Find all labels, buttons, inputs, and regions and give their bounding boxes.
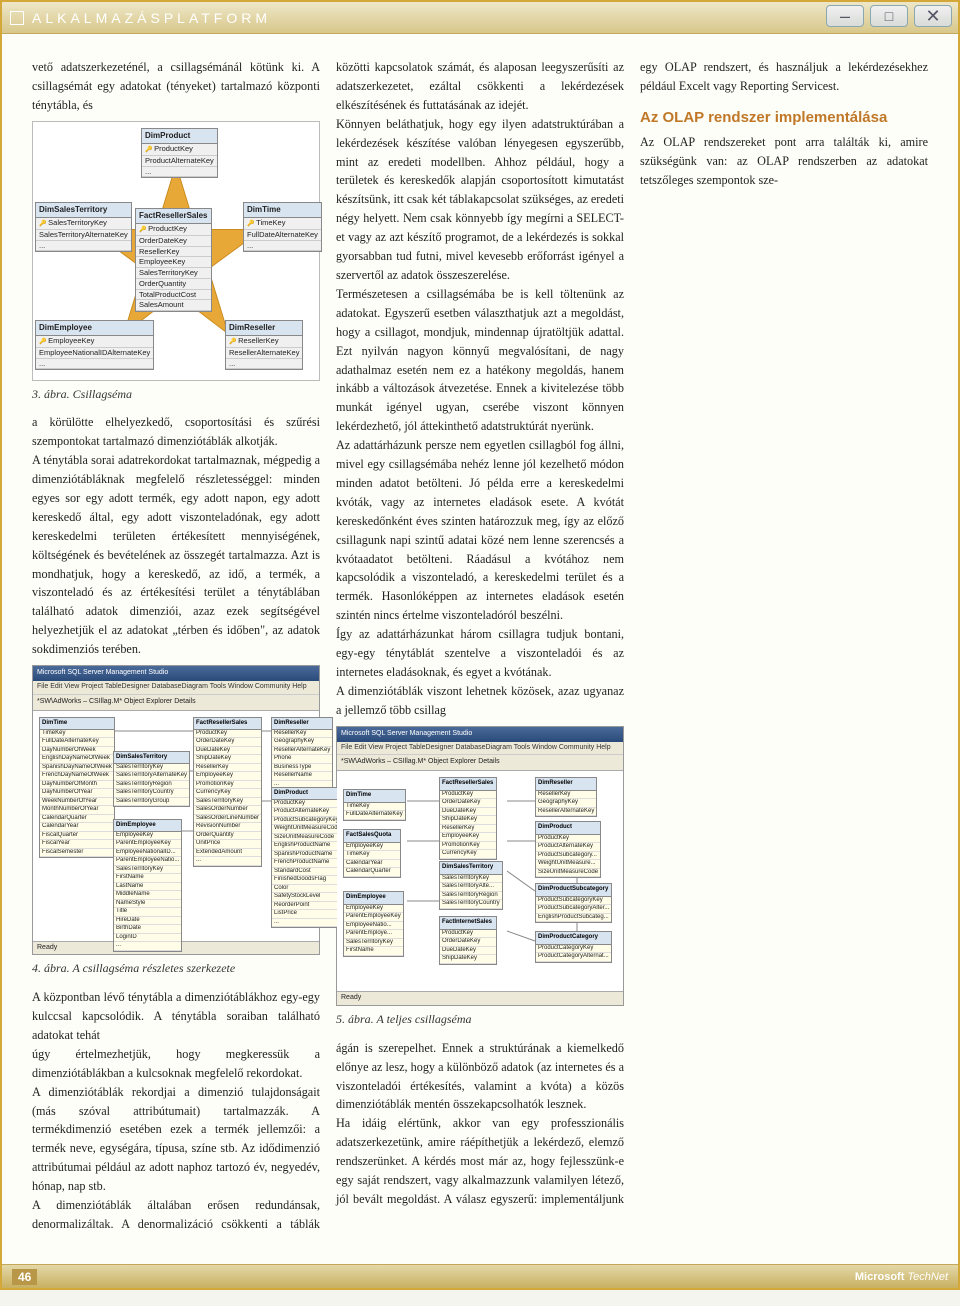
fig5-caption: 5. ábra. A teljes csillagséma [336,1010,624,1029]
footer-brand: Microsoft TechNet [855,1271,948,1283]
ssms-toolbar-5: *SW\AdWorks – CSIllag.M* Object Explorer… [337,755,623,771]
body-p13: ágán is szerepelhet. Ennek a struktúrána… [336,1039,624,1115]
body-p4: A központban lévő ténytábla a dimenziótá… [32,988,320,1045]
diagram-table: DimProductCategoryProductCategoryKeyProd… [535,931,612,962]
fig3-table-reseller: DimResellerResellerKeyResellerAlternateK… [225,320,303,371]
diagram-table: DimProductProductKeyProductAlternateKeyP… [271,787,344,929]
body-p8: Könnyen beláthatjuk, hogy egy ilyen adat… [336,115,624,285]
page-frame: ALKALMAZÁSPLATFORM vető adatszerkezeténé… [0,0,960,1290]
diagram-table: DimSalesTerritorySalesTerritoryKeySalesT… [439,861,503,909]
fig5-ssms: Microsoft SQL Server Management Studio F… [336,726,624,1006]
diagram-table: DimEmployeeEmployeeKeyParentEmployeeKeyE… [113,819,182,952]
diagram-table: FactResellerSalesProductKeyOrderDateKeyD… [193,717,262,867]
diagram-table: DimProductSubcategoryProductSubcategoryK… [535,883,612,923]
fig3-table-territory: DimSalesTerritorySalesTerritoryKeySalesT… [35,202,132,253]
section-heading-olap: Az OLAP rendszer implementálása [640,106,928,129]
diagram-table: FactInternetSalesProductKeyOrderDateKeyD… [439,916,497,964]
window-controls [826,5,952,27]
fig3-table-fact: FactResellerSalesProductKeyOrderDateKeyR… [135,208,212,312]
diagram-table: DimProductProductKeyProductAlternateKeyP… [535,821,601,878]
fig3-table-employee: DimEmployeeEmployeeKeyEmployeeNationalID… [35,320,154,371]
maximize-button[interactable] [870,5,908,27]
figure-4: Microsoft SQL Server Management Studio F… [32,665,320,978]
diagram-table: FactResellerSalesProductKeyOrderDateKeyD… [439,777,497,859]
fig4-ssms: Microsoft SQL Server Management Studio F… [32,665,320,955]
ssms-titlebar-5: Microsoft SQL Server Management Studio [337,727,623,742]
article-body: vető adatszerkezeténél, a csillagsémánál… [2,34,958,1264]
minimize-button[interactable] [826,5,864,27]
body-p15: Az OLAP rendszereket pont arra találták … [640,133,928,190]
app-icon [10,11,24,25]
window-titlebar: ALKALMAZÁSPLATFORM [2,2,958,34]
ssms-titlebar: Microsoft SQL Server Management Studio [33,666,319,681]
ssms-status-5: Ready [337,991,623,1005]
body-p6: A dimenziótáblák rekordjai a dimenzió tu… [32,1083,320,1196]
fig3-caption: 3. ábra. Csillagséma [32,385,320,404]
body-p11: Így az adattárházunkat három csillagra t… [336,625,624,682]
ssms-menubar-5: File Edit View Project TableDesigner Dat… [337,742,623,756]
figure-5: Microsoft SQL Server Management Studio F… [336,726,624,1029]
body-p1: vető adatszerkezeténél, a csillagsémánál… [32,58,320,115]
figure-3: DimProductProductKeyProductAlternateKey.… [32,121,320,404]
diagram-table: DimTimeTimeKeyFullDateAlternateKeyDayNum… [39,717,115,859]
fig4-canvas: DimTimeTimeKeyFullDateAlternateKeyDayNum… [33,711,319,941]
diagram-table: DimEmployeeEmployeeKeyParentEmployeeKeyE… [343,891,404,956]
fig3-canvas: DimProductProductKeyProductAlternateKey.… [32,121,320,381]
fig3-table-product: DimProductProductKeyProductAlternateKey.… [141,128,218,179]
titlebar-label: ALKALMAZÁSPLATFORM [32,10,271,26]
body-p10: Az adattárházunk persze nem egyetlen csi… [336,436,624,625]
close-button[interactable] [914,5,952,27]
page-number: 46 [12,1269,37,1285]
body-p9: Természetesen a csillagsémába be is kell… [336,285,624,436]
body-p12: A dimenziótáblák viszont lehetnek közöse… [336,682,624,720]
fig3-table-time: DimTimeTimeKeyFullDateAlternateKey... [243,202,322,253]
body-p5: úgy értelmezhetjük, hogy megkeressük a d… [32,1045,320,1083]
fig5-canvas: DimTimeTimeKeyFullDateAlternateKey FactSa… [337,771,623,991]
diagram-table: DimResellerResellerKeyGeographyKeyResell… [271,717,333,791]
diagram-table: FactSalesQuotaEmployeeKeyTimeKeyCalendar… [343,829,401,877]
diagram-table: DimSalesTerritorySalesTerritoryKeySalesT… [113,751,190,808]
diagram-table: DimTimeTimeKeyFullDateAlternateKey [343,789,406,820]
diagram-table: DimResellerResellerKeyGeographyKeyResell… [535,777,597,817]
page-footer: 46 Microsoft TechNet [2,1264,958,1288]
ssms-menubar: File Edit View Project TableDesigner Dat… [33,681,319,695]
body-p2: a körülötte elhelyezkedő, csoportosítási… [32,413,320,451]
body-p3: A ténytábla sorai adatrekordokat tartalm… [32,451,320,659]
ssms-toolbar: *SW\AdWorks – CSIllag.M* Object Explorer… [33,695,319,711]
fig4-caption: 4. ábra. A csillagséma részletes szerkez… [32,959,320,978]
